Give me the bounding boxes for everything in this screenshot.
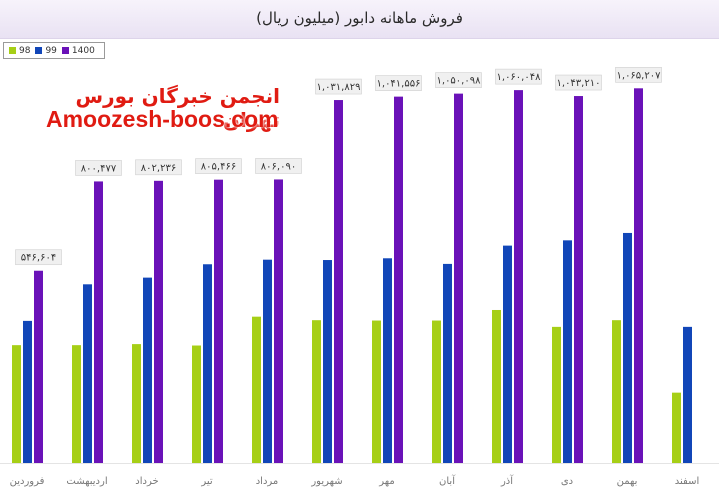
data-label-box-11 bbox=[615, 67, 662, 83]
x-tick-label-8: آبان bbox=[439, 474, 456, 487]
legend-item-99: 99 bbox=[35, 45, 57, 56]
bar-99-11 bbox=[623, 232, 632, 463]
bar-1400-4 bbox=[214, 179, 223, 463]
data-label-box-7 bbox=[375, 75, 422, 91]
bar-99-3 bbox=[143, 277, 152, 463]
bar-99-10 bbox=[563, 240, 572, 463]
bar-98-12 bbox=[672, 392, 681, 463]
legend-item-1400: 1400 bbox=[61, 45, 95, 56]
data-label-text-1: ۵۴۶,۶۰۴ bbox=[21, 253, 56, 264]
chart-title: فروش ماهانه دابور (میلیون ریال) bbox=[256, 9, 463, 27]
bar-99-2 bbox=[83, 284, 92, 463]
bar-1400-9 bbox=[514, 90, 523, 463]
bar-1400-1 bbox=[34, 270, 43, 463]
data-label-text-6: ۱,۰۳۱,۸۲۹ bbox=[317, 82, 361, 93]
data-label-text-11: ۱,۰۶۵,۲۰۷ bbox=[617, 70, 662, 81]
bar-98-7 bbox=[372, 320, 381, 463]
bar-98-9 bbox=[492, 309, 501, 463]
bar-98-6 bbox=[312, 320, 321, 463]
bar-99-6 bbox=[323, 260, 332, 463]
legend-swatch-99 bbox=[35, 47, 43, 54]
legend-item-98: 98 bbox=[9, 46, 30, 56]
bar-99-7 bbox=[383, 258, 392, 463]
x-tick-label-9: آذر bbox=[500, 474, 514, 487]
data-label-1: ۵۴۶,۶۰۴ bbox=[15, 249, 62, 266]
data-label-7: ۱,۰۴۱,۵۵۶ bbox=[375, 75, 422, 91]
legend-label-99: 99 bbox=[45, 45, 57, 56]
data-label-2: ۸۰۰,۴۷۷ bbox=[75, 160, 122, 176]
bar-1400-3 bbox=[154, 180, 163, 463]
data-label-text-2: ۸۰۰,۴۷۷ bbox=[81, 163, 117, 174]
bar-1400-11 bbox=[634, 88, 643, 463]
data-label-11: ۱,۰۶۵,۲۰۷ bbox=[615, 67, 662, 83]
data-label-3: ۸۰۲,۲۳۶ bbox=[135, 159, 182, 176]
legend-swatch-1400 bbox=[61, 47, 69, 54]
bar-1400-8 bbox=[454, 93, 463, 464]
legend-swatch-98 bbox=[9, 47, 16, 54]
bar-99-4 bbox=[203, 264, 212, 463]
watermark-url: Amoozesh-boos.com bbox=[46, 106, 279, 132]
bar-99-1 bbox=[23, 320, 32, 463]
legend-label-98: 98 bbox=[19, 45, 31, 56]
data-label-box-5 bbox=[255, 158, 302, 174]
data-label-box-1 bbox=[15, 249, 62, 266]
bar-98-3 bbox=[132, 344, 141, 463]
data-label-text-3: ۸۰۲,۲۳۶ bbox=[141, 163, 176, 174]
bar-1400-10 bbox=[574, 96, 583, 463]
data-label-10: ۱,۰۴۳,۲۱۰ bbox=[555, 74, 602, 91]
bar-98-4 bbox=[192, 345, 201, 463]
bar-98-5 bbox=[252, 316, 261, 463]
data-label-text-5: ۸۰۶,۰۹۰ bbox=[261, 161, 296, 172]
bar-98-11 bbox=[612, 320, 621, 463]
bar-1400-6 bbox=[334, 100, 343, 463]
x-tick-label-11: بهمن bbox=[617, 476, 638, 487]
data-label-text-7: ۱,۰۴۱,۵۵۶ bbox=[377, 79, 421, 90]
data-label-6: ۱,۰۳۱,۸۲۹ bbox=[315, 78, 362, 95]
bar-98-2 bbox=[72, 345, 81, 463]
bar-98-8 bbox=[432, 320, 441, 463]
x-tick-label-1: فروردین bbox=[10, 476, 45, 487]
x-tick-label-6: شهریور bbox=[310, 476, 342, 487]
x-tick-label-5: مرداد bbox=[256, 476, 279, 487]
x-tick-label-3: خرداد bbox=[135, 476, 158, 487]
bar-1400-5 bbox=[274, 179, 283, 464]
chart-legend: 98 99 1400 bbox=[3, 42, 105, 59]
x-tick-label-4: تیر bbox=[200, 476, 213, 487]
x-tick-label-12: اسفند bbox=[675, 476, 699, 487]
data-label-box-2 bbox=[75, 160, 122, 176]
x-tick-label-7: مهر bbox=[378, 476, 394, 487]
data-label-9: ۱,۰۶۰,۰۴۸ bbox=[495, 68, 542, 85]
data-label-text-8: ۱,۰۵۰,۰۹۸ bbox=[437, 76, 482, 87]
data-label-box-9 bbox=[495, 68, 542, 85]
data-label-4: ۸۰۵,۴۶۶ bbox=[195, 158, 242, 174]
data-label-box-4 bbox=[195, 158, 242, 174]
bar-1400-2 bbox=[94, 181, 103, 463]
data-label-5: ۸۰۶,۰۹۰ bbox=[255, 158, 302, 174]
legend-label-1400: 1400 bbox=[71, 45, 95, 56]
x-tick-label-2: اردیبهشت bbox=[66, 476, 107, 487]
data-label-text-4: ۸۰۵,۴۶۶ bbox=[201, 162, 236, 173]
watermark-persian: انجمن خبرگان بورس تهران bbox=[75, 84, 280, 132]
data-label-box-10 bbox=[555, 74, 602, 91]
data-label-box-8 bbox=[435, 72, 482, 88]
x-tick-label-10: دی bbox=[561, 476, 573, 487]
data-label-box-6 bbox=[315, 78, 362, 95]
chart-title-bar: فروش ماهانه دابور (میلیون ریال) bbox=[0, 0, 719, 39]
data-label-text-9: ۱,۰۶۰,۰۴۸ bbox=[497, 72, 542, 83]
bar-98-10 bbox=[552, 326, 561, 463]
bar-1400-7 bbox=[394, 96, 403, 463]
data-label-box-3 bbox=[135, 159, 182, 176]
bar-99-5 bbox=[263, 259, 272, 463]
data-label-8: ۱,۰۵۰,۰۹۸ bbox=[435, 72, 482, 88]
data-label-text-10: ۱,۰۴۳,۲۱۰ bbox=[557, 78, 601, 89]
bar-98-1 bbox=[12, 345, 21, 463]
bar-99-8 bbox=[443, 263, 452, 463]
bar-99-9 bbox=[503, 245, 512, 463]
bar-99-12 bbox=[683, 326, 692, 463]
